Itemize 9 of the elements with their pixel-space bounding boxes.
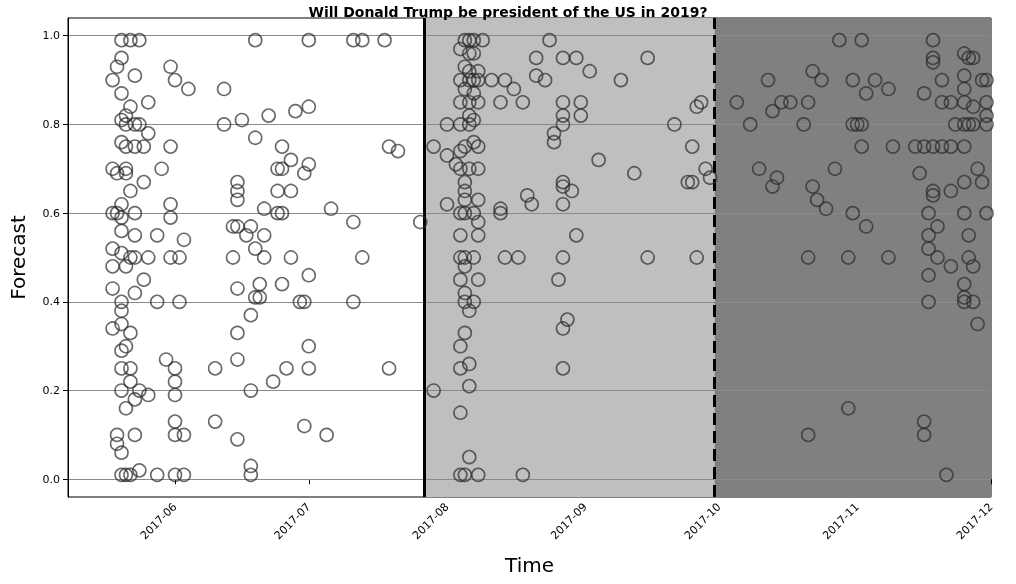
y-tick-label: 0.8 [42, 117, 60, 131]
y-tick-label: 0.2 [42, 384, 60, 398]
x-axis-title: Time [504, 553, 554, 577]
y-tick-label: 0.4 [42, 295, 60, 309]
y-tick-label: 0.0 [42, 472, 60, 486]
y-tick-label: 1.0 [42, 29, 60, 43]
y-axis-title: Forecast [6, 215, 30, 300]
y-tick-label: 0.6 [42, 206, 60, 220]
chart-title: Will Donald Trump be president of the US in 2019? [308, 4, 708, 20]
